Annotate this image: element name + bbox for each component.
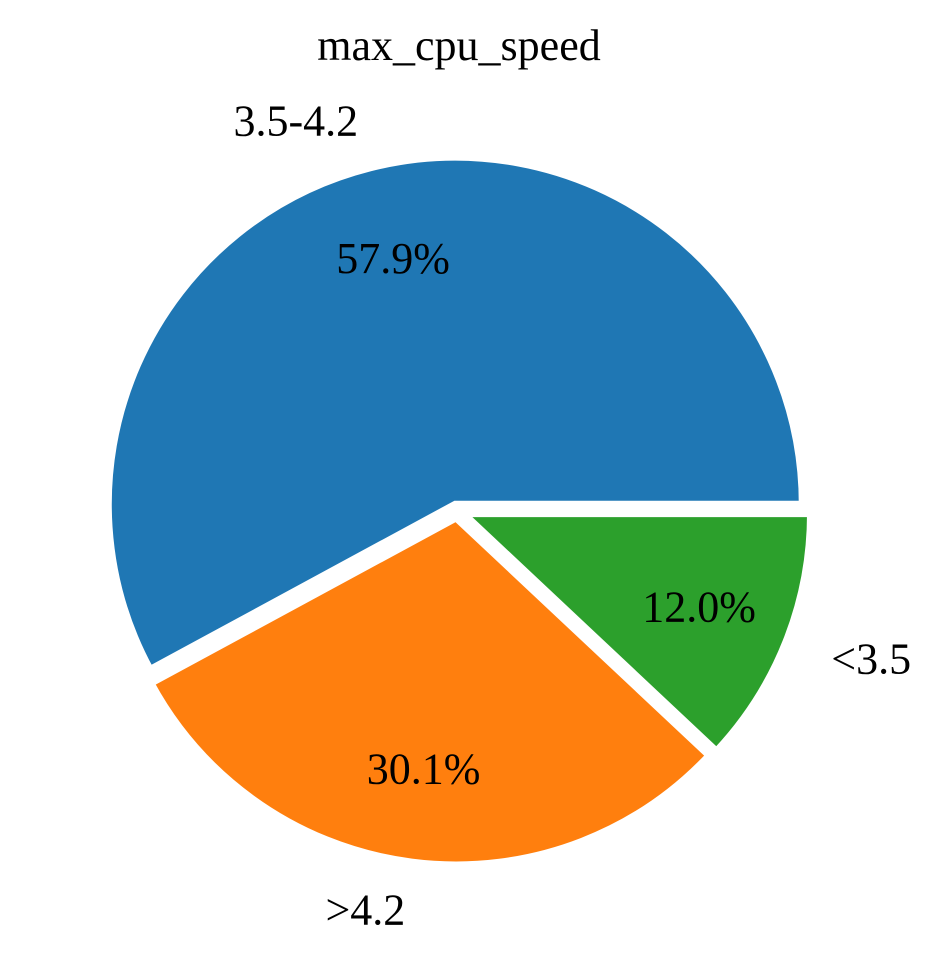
pie-slice-2 (146, 513, 715, 869)
slice-category-label: <3.5 (831, 635, 911, 684)
pie-labels: 57.9% 3.5-4.2 30.1% >4.2 12.0% <3.5 (233, 96, 911, 934)
slice-category-label: 3.5-4.2 (233, 96, 358, 145)
slice-category-label: >4.2 (325, 886, 405, 935)
slice-percent-label: 57.9% (336, 234, 450, 283)
slice-percent-label: 30.1% (367, 745, 481, 794)
chart-title: max_cpu_speed (317, 21, 600, 70)
pie-slices (104, 153, 815, 869)
pie-slice-3 (454, 510, 815, 757)
pie-slice-1 (104, 153, 806, 675)
slice-percent-label: 12.0% (642, 582, 756, 631)
